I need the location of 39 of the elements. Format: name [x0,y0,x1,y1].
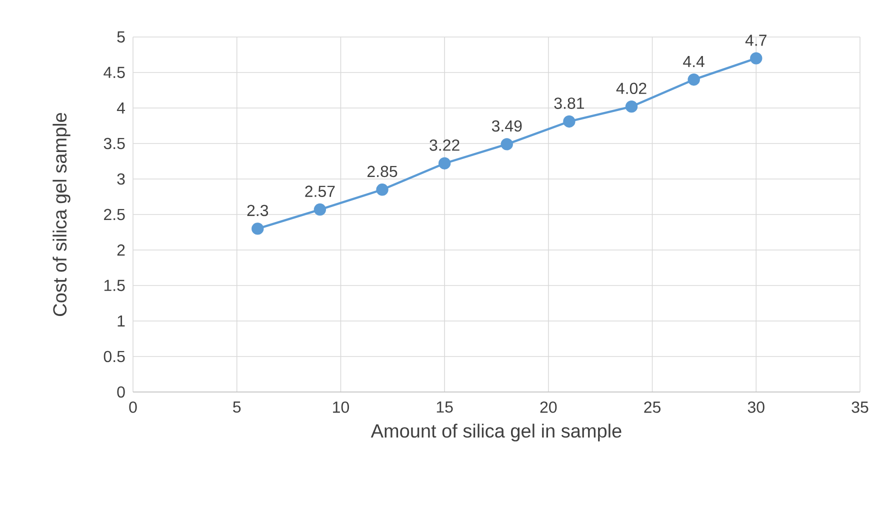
y-axis-title: Cost of silica gel sample [52,112,70,316]
x-tick-label: 20 [540,402,557,413]
data-label: 3.49 [492,120,522,132]
y-tick-label: 3 [117,173,125,185]
y-tick-label: 3.5 [104,138,125,150]
data-label: 2.3 [247,204,268,216]
y-tick-label: 2.5 [104,208,125,220]
x-tick-label: 25 [644,402,660,413]
point [314,203,326,216]
data-label: 3.22 [430,140,460,151]
point [438,157,451,170]
point [376,184,388,196]
x-tick-label: 10 [333,402,349,413]
y-tick-label: 4 [116,102,125,114]
x-tick-label: 30 [748,402,764,413]
y-tick-label: 0.5 [104,350,125,362]
x-tick-label: 0 [129,402,137,413]
y-tick-label: 1 [118,315,125,326]
data-label: 2.85 [367,166,398,178]
point [500,138,513,150]
y-tick-label: 2 [117,244,125,256]
x-tick-label: 5 [233,402,241,413]
point [563,115,576,128]
x-tick-label: 15 [436,402,453,413]
y-tick-label: 4.5 [104,66,125,78]
point [625,100,638,113]
data-label: 4.7 [745,34,766,46]
y-tick-label: 0 [117,386,125,398]
data-label: 3.81 [554,98,584,109]
y-tick-label: 5 [117,31,125,43]
x-axis-title: Amount of silica gel in sample [370,424,622,442]
x-tick-label: 35 [852,402,868,413]
y-tick-label: 1.5 [104,280,125,292]
point [688,73,700,86]
point [750,52,762,64]
data-label: 4.02 [616,82,646,94]
data-label: 4.4 [683,56,704,68]
data-label: 2.57 [305,186,335,197]
point [252,222,264,235]
